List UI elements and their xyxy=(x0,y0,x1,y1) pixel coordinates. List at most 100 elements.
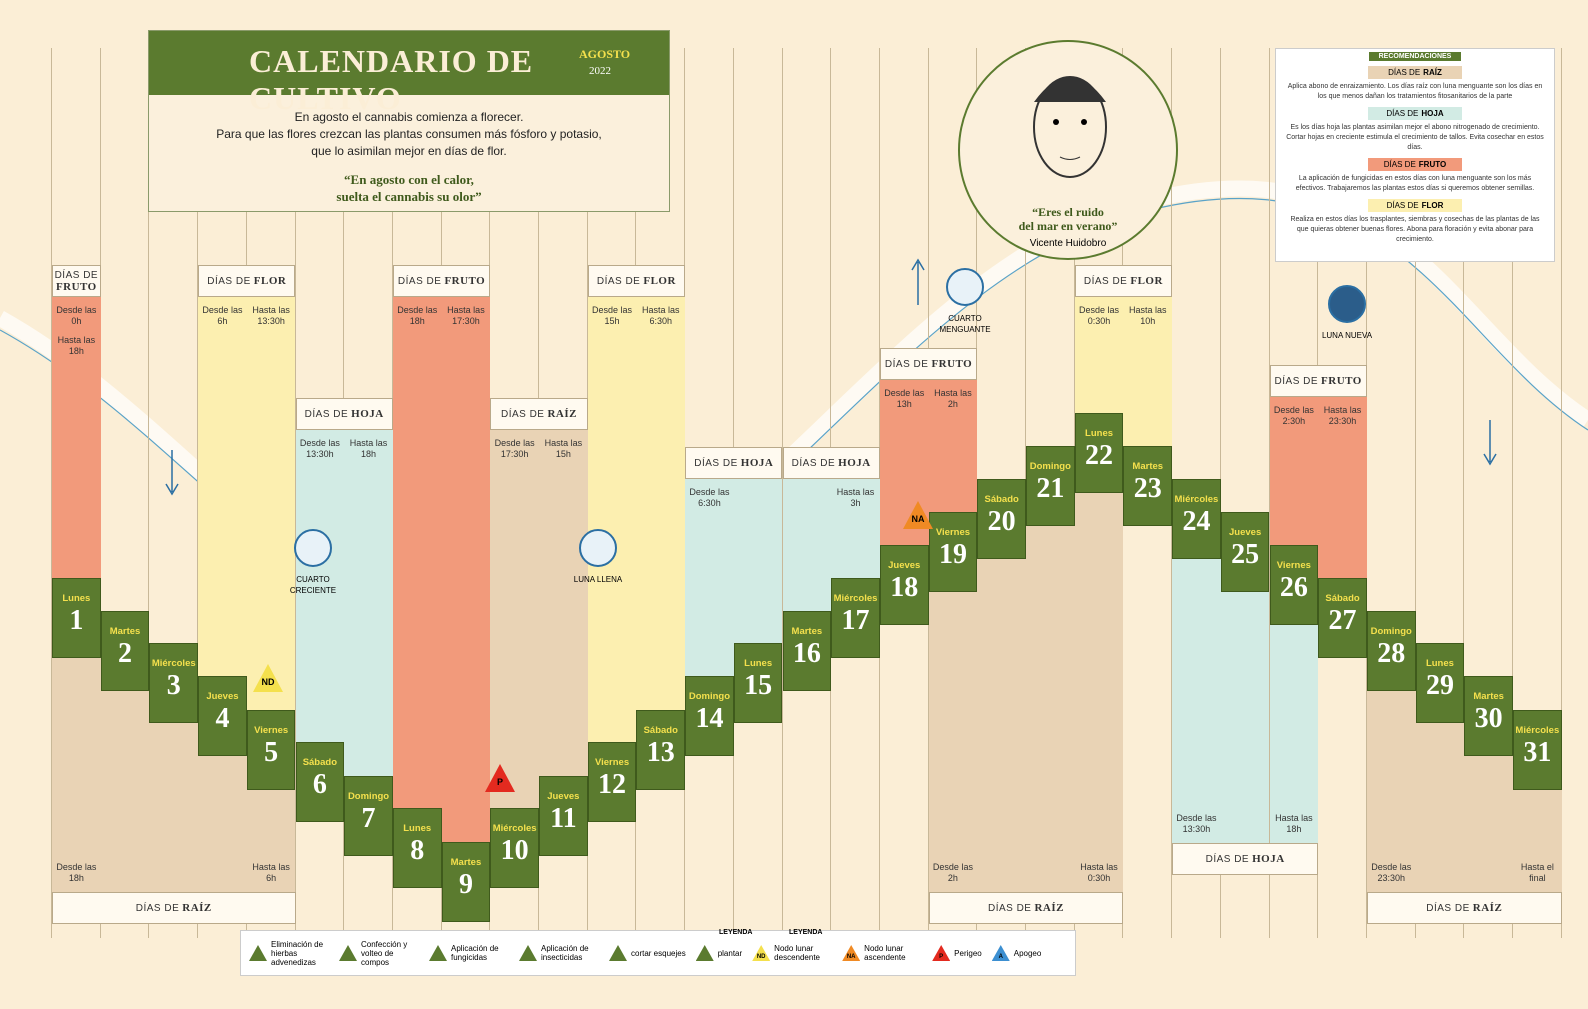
band-prefix: DÍAS DE xyxy=(987,902,1032,914)
day-number: 4 xyxy=(215,703,230,734)
band-kind: FRUTO xyxy=(1321,375,1362,387)
legend: LEYENDA LEYENDA Eliminación de hierbas a… xyxy=(240,929,1076,976)
legend-text: Eliminación de hierbas advenedizas xyxy=(271,939,324,967)
rec-text: Es los días hoja las plantas asimilan me… xyxy=(1286,124,1544,151)
day-number: 25 xyxy=(1231,539,1260,570)
day-box: Martes 2 xyxy=(100,611,150,691)
rec-kind: FRUTO xyxy=(1418,160,1447,169)
legend-text: plantar xyxy=(717,948,743,958)
band-kind: RAÍZ xyxy=(1034,902,1064,914)
band-fill xyxy=(1172,559,1221,843)
day-box: Miércoles 24 xyxy=(1172,479,1221,559)
band-fill xyxy=(100,691,150,892)
band-fill xyxy=(733,479,783,643)
band-fill xyxy=(344,430,393,776)
legend-text: Nodo lunar descendente xyxy=(774,944,820,962)
band-fill xyxy=(246,790,296,892)
weekday: Domingo xyxy=(347,791,390,802)
weekday: Jueves xyxy=(888,560,921,571)
time-to: Hasta las 18h xyxy=(57,335,96,356)
time-from: Desde las 13:30h xyxy=(299,438,340,459)
band-header: DÍAS DE RAÍZ xyxy=(490,398,588,430)
legend-title: LEYENDA xyxy=(719,929,753,936)
quote-line: “Eres el ruido xyxy=(1032,205,1104,219)
weekday: Martes xyxy=(450,857,482,868)
weekday: Martes xyxy=(1132,461,1164,472)
weekday: Sábado xyxy=(643,725,678,736)
weekday: Jueves xyxy=(547,791,580,802)
band-fill xyxy=(295,430,345,742)
day-box: Viernes 19 xyxy=(928,512,978,592)
day-box: Lunes 22 xyxy=(1074,413,1124,493)
time-from: Desde las 23:30h xyxy=(1371,862,1412,883)
band-header: DÍAS DE HOJA xyxy=(782,447,880,479)
column-line xyxy=(1463,48,1465,938)
day-number: 7 xyxy=(361,803,376,834)
column-line xyxy=(197,48,199,938)
day-box: Jueves 18 xyxy=(879,545,929,625)
band-header: DÍAS DE FRUTO xyxy=(1269,365,1367,397)
legend-item: cortar esquejes xyxy=(609,945,686,961)
band-fill xyxy=(928,592,978,892)
intro-line: Para que las flores crezcan las plantas … xyxy=(216,127,602,141)
band-header: DÍAS DE RAÍZ xyxy=(1366,892,1562,924)
portrait-quote: “Eres el ruido del mar en verano” xyxy=(960,205,1176,233)
band-fill xyxy=(928,380,978,512)
weekday: Miércoles xyxy=(833,593,878,604)
legend-text: Nodo lunar ascendente xyxy=(864,944,906,962)
weekday: Viernes xyxy=(1276,560,1311,571)
column-line xyxy=(148,48,150,938)
quote-line: suelta el cannabis su olor” xyxy=(336,189,482,204)
band-prefix: DÍAS DE xyxy=(1083,275,1128,287)
rec-kind: RAÍZ xyxy=(1423,68,1442,77)
time-to: Hasta las 18h xyxy=(1275,813,1313,834)
band-header: DÍAS DE HOJA xyxy=(1172,843,1319,875)
band-prefix: DÍAS DE xyxy=(1205,853,1250,865)
band-fill xyxy=(1464,756,1513,892)
legend-title: LEYENDA xyxy=(789,929,823,936)
legend-item: Aplicación de insecticidas xyxy=(519,944,599,962)
column-line xyxy=(1414,48,1416,938)
title-bar: CALENDARIO DE CULTIVO AGOSTO 2022 xyxy=(149,31,669,116)
moon xyxy=(946,268,984,306)
rec-header: DÍAS DE RAÍZ xyxy=(1368,66,1462,79)
day-number: 28 xyxy=(1377,638,1406,669)
quote-line: del mar en verano” xyxy=(1018,219,1118,233)
time-to: Hasta las 10h xyxy=(1128,305,1167,326)
moon-label: LUNA NUEVA xyxy=(1321,331,1373,340)
band-kind: HOJA xyxy=(740,457,774,469)
weekday: Miércoles xyxy=(151,658,196,669)
legend-text: Confección y volteo de compos xyxy=(361,939,408,967)
rec-text: La aplicación de fungicidas en estos día… xyxy=(1295,175,1535,192)
time-from: Desde las 2:30h xyxy=(1273,405,1314,426)
legend-icon: NA xyxy=(842,945,861,961)
band-fill xyxy=(1123,297,1173,446)
weekday: Domingo xyxy=(1029,461,1071,472)
day-box: Domingo 14 xyxy=(685,676,734,756)
day-number: 9 xyxy=(458,869,473,900)
weekday: Lunes xyxy=(1425,658,1454,669)
band-fill xyxy=(1269,397,1319,545)
day-box: Sábado 20 xyxy=(977,479,1026,559)
legend-icon xyxy=(429,945,447,961)
legend-icon xyxy=(519,945,537,961)
band-fill xyxy=(1220,592,1270,843)
weekday: Sábado xyxy=(302,757,337,768)
legend-icon: A xyxy=(991,945,1010,961)
band-kind: HOJA xyxy=(351,408,384,420)
day-number: 22 xyxy=(1085,440,1114,471)
day-box: Viernes 26 xyxy=(1269,545,1319,625)
arrow-up xyxy=(911,258,925,305)
moon-label: LUNA LLENA xyxy=(573,575,623,584)
legend-text: Aplicación de insecticidas xyxy=(541,944,589,962)
weekday: Viernes xyxy=(254,725,289,736)
weekday: Viernes xyxy=(935,527,971,538)
weekday: Lunes xyxy=(1085,428,1114,439)
moon xyxy=(1328,285,1366,323)
legend-item: ND Nodo lunar descendente xyxy=(752,944,832,962)
legend-item: Confección y volteo de compos xyxy=(339,940,419,967)
day-box: Jueves 25 xyxy=(1220,512,1270,592)
time-from: Desde las 15h xyxy=(592,305,633,326)
legend-item: Eliminación de hierbas advenedizas xyxy=(249,940,329,967)
band-fill xyxy=(52,658,101,892)
